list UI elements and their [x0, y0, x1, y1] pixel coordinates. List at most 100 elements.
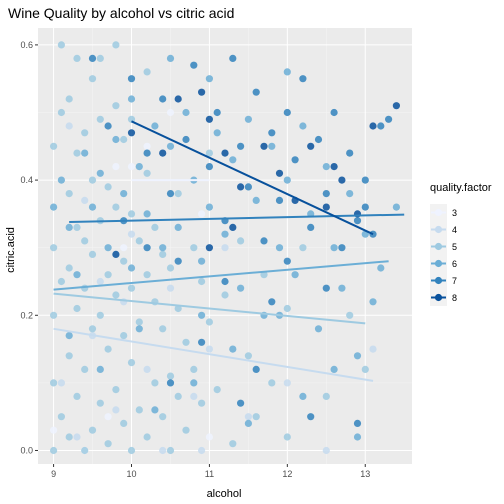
data-point-q7: [361, 176, 369, 184]
data-point-q6: [166, 54, 175, 63]
legend-label-q8: 8: [452, 293, 457, 303]
data-point-q7: [166, 190, 175, 198]
data-point-q5: [57, 108, 65, 117]
data-point-q8: [307, 142, 315, 150]
data-point-q5: [112, 291, 120, 299]
data-point-q3: [120, 244, 128, 252]
data-point-q8: [322, 203, 330, 211]
data-points: [50, 41, 400, 455]
data-point-q5: [81, 365, 89, 373]
data-point-q5: [65, 264, 73, 272]
data-point-q5: [143, 271, 151, 279]
data-point-q8: [275, 169, 284, 177]
data-point-q5: [166, 372, 175, 380]
data-point-q6: [50, 203, 58, 211]
legend-key-point: [434, 276, 443, 285]
data-point-q4: [96, 277, 104, 286]
data-point-q4: [112, 406, 120, 414]
data-point-q4: [198, 446, 206, 455]
x-tick-label: 13: [360, 469, 370, 479]
trend-line-q7: [69, 213, 405, 224]
data-point-q3: [50, 426, 58, 434]
data-point-q4: [244, 413, 252, 421]
data-point-q8: [229, 223, 237, 231]
data-point-q7: [244, 183, 252, 191]
data-point-q6: [229, 156, 237, 164]
y-axis-title: citric.acid: [5, 227, 17, 273]
data-point-q5: [252, 413, 260, 421]
data-point-q5: [198, 277, 206, 286]
data-point-q5: [120, 419, 128, 427]
data-point-q6: [299, 392, 307, 400]
legend-label-q5: 5: [452, 242, 457, 252]
data-point-q5: [81, 446, 89, 455]
legend-label-q7: 7: [452, 276, 457, 286]
x-tick-label: 9: [51, 469, 56, 479]
data-point-q8: [205, 244, 213, 252]
data-point-q4: [127, 230, 136, 238]
data-point-q5: [127, 446, 136, 455]
legend-key-point: [434, 242, 443, 251]
data-point-q6: [205, 75, 213, 83]
data-point-q5: [221, 291, 229, 299]
data-point-q5: [120, 257, 128, 265]
data-point-q5: [65, 433, 73, 441]
y-axis-ticks: 0.0 0.2 0.4 0.6: [20, 40, 38, 455]
legend-label-q4: 4: [452, 225, 457, 235]
data-point-q4: [205, 345, 213, 353]
data-point-q5: [361, 365, 369, 373]
data-point-q6: [283, 176, 291, 184]
data-point-q7: [283, 257, 291, 265]
data-point-q5: [73, 223, 81, 231]
data-point-q5: [50, 379, 58, 387]
data-point-q6: [166, 142, 175, 150]
data-point-q5: [50, 446, 58, 455]
data-point-q5: [88, 426, 97, 434]
data-point-q5: [96, 115, 104, 123]
data-point-q6: [252, 196, 260, 204]
data-point-q7: [314, 135, 323, 144]
data-point-q5: [198, 399, 206, 407]
data-point-q5: [127, 359, 136, 367]
data-point-q6: [330, 244, 338, 252]
data-point-q5: [57, 413, 65, 421]
data-point-q4: [283, 379, 291, 387]
data-point-q5: [159, 250, 167, 258]
data-point-q5: [159, 325, 167, 333]
data-point-q5: [283, 304, 291, 313]
data-point-q6: [237, 284, 245, 292]
data-point-q7: [213, 108, 221, 117]
data-point-q5: [104, 440, 112, 448]
data-point-q3: [205, 433, 213, 441]
data-point-q5: [346, 311, 354, 319]
data-point-q6: [143, 210, 151, 218]
data-point-q5: [120, 135, 128, 144]
data-point-q4: [159, 446, 167, 455]
data-point-q5: [120, 332, 128, 340]
data-point-q7: [299, 75, 307, 83]
data-point-q7: [353, 419, 362, 427]
data-point-q5: [283, 433, 291, 441]
data-point-q4: [81, 196, 89, 204]
data-point-q6: [221, 230, 229, 238]
data-point-q6: [244, 419, 252, 427]
data-point-q5: [81, 129, 89, 137]
legend-title: quality.factor: [430, 182, 492, 194]
data-point-q8: [221, 149, 229, 157]
data-point-q7: [260, 237, 268, 245]
data-point-q6: [135, 163, 143, 171]
data-point-q5: [190, 244, 198, 252]
data-point-q7: [104, 122, 112, 130]
data-point-q4: [190, 392, 198, 400]
data-point-q6: [338, 284, 346, 292]
data-point-q3: [166, 108, 175, 117]
data-point-q7: [166, 379, 175, 387]
data-point-q6: [314, 325, 323, 333]
data-point-q6: [65, 223, 73, 231]
data-point-q4: [65, 122, 73, 130]
x-tick-label: 11: [205, 469, 214, 479]
data-point-q7: [143, 244, 151, 252]
data-point-q6: [392, 203, 400, 211]
data-point-q7: [182, 135, 190, 144]
data-point-q7: [229, 54, 237, 63]
